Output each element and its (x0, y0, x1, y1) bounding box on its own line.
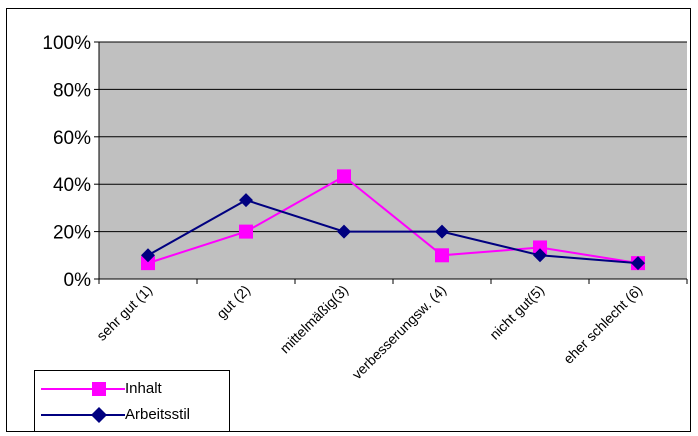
y-tick-label: 40% (53, 175, 91, 196)
legend-item-arbeitsstil: Arbeitsstil (35, 403, 229, 427)
legend: Inhalt Arbeitsstil (34, 370, 230, 432)
legend-label-inhalt: Inhalt (125, 380, 162, 397)
y-tick-label: 100% (42, 33, 91, 54)
data-point-arbeitsstil (337, 224, 351, 239)
legend-item-inhalt: Inhalt (35, 377, 229, 401)
data-point-inhalt (239, 224, 253, 239)
legend-swatch-arbeitsstil (41, 407, 125, 423)
x-category-label: gut (2) (213, 282, 253, 322)
x-category-label: verbesserungsw. (4) (349, 282, 449, 382)
data-point-arbeitsstil (631, 256, 645, 271)
x-category-label: nicht gut(5) (486, 282, 547, 343)
y-tick-label: 20% (53, 223, 91, 244)
y-tick-label: 60% (53, 128, 91, 149)
series-line-inhalt (147, 175, 639, 265)
data-point-arbeitsstil (435, 224, 449, 239)
y-tick-label: 0% (64, 270, 92, 291)
x-axis-categories: sehr gut (1) gut (2) mittelmäßig(3)verbess… (93, 282, 645, 382)
plot-area (99, 42, 687, 279)
data-point-arbeitsstil (533, 248, 547, 263)
data-point-inhalt (141, 256, 155, 271)
series-lines (141, 169, 645, 271)
data-point-inhalt (533, 240, 547, 255)
x-category-label: mittelmäßig(3) (277, 282, 352, 357)
y-axis-ticks: 0% 20% 40% 60% 80% 100% (42, 33, 91, 291)
legend-label-arbeitsstil: Arbeitsstil (125, 406, 191, 423)
data-point-inhalt (435, 248, 449, 263)
data-point-arbeitsstil (239, 193, 253, 208)
x-category-label: eher schlecht (6) (560, 282, 645, 367)
series-line-arbeitsstil (147, 198, 639, 265)
x-category-label: sehr gut (1) (93, 282, 155, 344)
data-point-arbeitsstil (141, 248, 155, 263)
data-point-inhalt (337, 169, 351, 184)
y-tick-label: 80% (53, 80, 91, 101)
legend-swatch-inhalt (41, 382, 125, 396)
